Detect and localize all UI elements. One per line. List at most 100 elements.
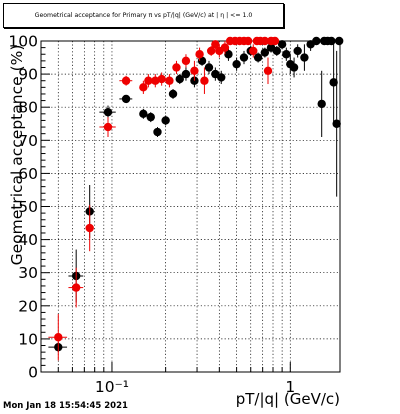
- data-point: [317, 70, 326, 137]
- axes-layer: 0 10 20 30 40 50 60 70 80 90 100 10⁻¹ 1: [8, 33, 341, 396]
- data-point: [151, 74, 160, 88]
- marker: [146, 112, 155, 122]
- marker: [270, 36, 280, 46]
- marker: [300, 53, 309, 62]
- marker: [329, 78, 338, 87]
- y-tick-label: 30: [18, 264, 38, 282]
- marker: [165, 76, 174, 85]
- data-point: [289, 57, 299, 78]
- marker: [103, 107, 113, 117]
- timestamp: Mon Jan 18 15:54:45 2021: [3, 401, 128, 411]
- data-point: [139, 108, 148, 119]
- data-point: [181, 54, 191, 68]
- data-point: [263, 57, 273, 85]
- marker: [139, 83, 148, 92]
- marker: [190, 66, 199, 75]
- x-tick-label: 10⁻¹: [95, 378, 129, 396]
- data-layer: [48, 36, 344, 361]
- marker: [211, 40, 220, 49]
- data-point: [157, 72, 166, 86]
- data-point: [172, 60, 181, 75]
- data-point: [85, 204, 94, 252]
- marker: [121, 76, 131, 85]
- data-point: [249, 44, 258, 58]
- marker: [157, 74, 166, 84]
- marker: [253, 53, 263, 62]
- marker: [172, 63, 181, 72]
- data-point: [119, 75, 133, 86]
- marker: [181, 56, 191, 66]
- data-point: [200, 67, 209, 94]
- marker: [260, 36, 270, 46]
- data-point: [277, 40, 287, 50]
- marker: [144, 76, 153, 85]
- marker: [249, 46, 258, 56]
- marker: [263, 66, 273, 75]
- marker: [317, 99, 326, 109]
- data-point: [300, 44, 309, 71]
- data-point: [119, 94, 133, 104]
- marker: [71, 283, 81, 292]
- y-axis-label: Geometrical acceptance (%): [8, 44, 26, 266]
- data-point: [293, 44, 302, 58]
- series-1: [48, 36, 280, 361]
- marker: [272, 46, 281, 56]
- marker: [181, 69, 191, 79]
- data-point: [99, 117, 116, 137]
- marker: [332, 119, 341, 128]
- marker: [151, 76, 160, 85]
- data-point: [48, 342, 68, 353]
- chart-title: Geometrical acceptance for Primary π vs …: [34, 12, 253, 19]
- data-point: [211, 40, 220, 50]
- data-point: [260, 47, 270, 58]
- marker: [161, 116, 170, 125]
- data-point: [220, 41, 230, 55]
- x-axis-label: pT/|q| (GeV/c): [235, 390, 340, 408]
- marker: [175, 74, 184, 84]
- marker: [139, 109, 148, 119]
- marker: [220, 43, 230, 52]
- y-tick-label: 50: [18, 198, 38, 216]
- marker: [54, 333, 63, 342]
- marker: [121, 94, 131, 104]
- data-point: [270, 36, 280, 46]
- data-point: [181, 67, 191, 81]
- marker: [200, 76, 209, 85]
- y-tick-label: 20: [18, 297, 38, 315]
- data-point: [282, 47, 291, 61]
- marker: [204, 63, 214, 72]
- data-point: [139, 80, 148, 94]
- data-point: [168, 88, 178, 99]
- marker: [195, 50, 204, 59]
- marker: [85, 223, 94, 233]
- data-point: [48, 314, 68, 361]
- marker: [293, 46, 302, 56]
- data-point: [260, 36, 270, 46]
- marker: [206, 46, 216, 56]
- data-point: [312, 36, 321, 46]
- y-tick-label: 0: [28, 364, 38, 382]
- marker: [168, 89, 178, 99]
- data-point: [232, 57, 241, 71]
- marker: [232, 59, 241, 69]
- data-point: [195, 47, 204, 61]
- marker: [334, 36, 344, 46]
- series-0: [48, 36, 344, 353]
- marker: [217, 73, 226, 82]
- data-point: [243, 36, 253, 46]
- data-point: [206, 45, 216, 56]
- data-point: [239, 50, 249, 65]
- data-point: [175, 74, 184, 85]
- data-point: [153, 127, 162, 137]
- marker: [282, 50, 291, 59]
- marker: [243, 36, 253, 46]
- y-tick-label: 60: [18, 165, 38, 183]
- marker: [277, 40, 287, 49]
- data-point: [190, 60, 199, 81]
- data-point: [144, 74, 153, 88]
- marker: [260, 48, 270, 57]
- marker: [103, 122, 113, 132]
- marker: [327, 36, 336, 46]
- y-tick-label: 80: [18, 99, 38, 117]
